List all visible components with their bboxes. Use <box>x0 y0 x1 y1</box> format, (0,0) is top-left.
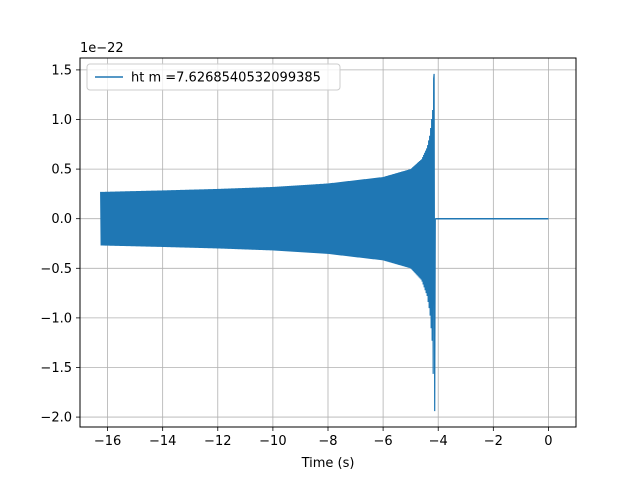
x-tick-label: −4 <box>429 434 448 449</box>
y-tick-label: 1.5 <box>51 63 72 78</box>
y-tick-label: −1.0 <box>40 311 72 326</box>
legend-entry-label: ht m =7.6268540532099385 <box>131 71 321 86</box>
y-tick-label: 1.0 <box>51 113 72 128</box>
y-tick-label: 0.0 <box>51 212 72 227</box>
x-tick-label: −6 <box>374 434 393 449</box>
x-tick-label: −2 <box>484 434 503 449</box>
y-axis-offset-label: 1e−22 <box>80 41 124 56</box>
y-tick-label: −2.0 <box>40 411 72 426</box>
y-tick-label: −0.5 <box>40 262 72 277</box>
x-tick-label: −12 <box>204 434 231 449</box>
y-axis: −2.0 −1.5 −1.0 −0.5 0.0 0.5 1.0 1.5 <box>40 63 80 426</box>
x-tick-label: −16 <box>94 434 121 449</box>
y-tick-label: −1.5 <box>40 361 72 376</box>
legend: ht m =7.6268540532099385 <box>86 63 341 91</box>
x-tick-label: −14 <box>149 434 176 449</box>
x-tick-label: 0 <box>544 434 552 449</box>
x-tick-label: −10 <box>259 434 286 449</box>
x-tick-label: −8 <box>318 434 337 449</box>
legend-box <box>86 63 341 91</box>
plot-area <box>100 73 549 412</box>
x-axis: −16 −14 −12 −10 −8 −6 −4 −2 0 <box>94 427 553 449</box>
x-axis-label: Time (s) <box>301 456 355 471</box>
y-tick-label: 0.5 <box>51 163 72 178</box>
series-line-ringdown-oscillation <box>100 73 436 412</box>
